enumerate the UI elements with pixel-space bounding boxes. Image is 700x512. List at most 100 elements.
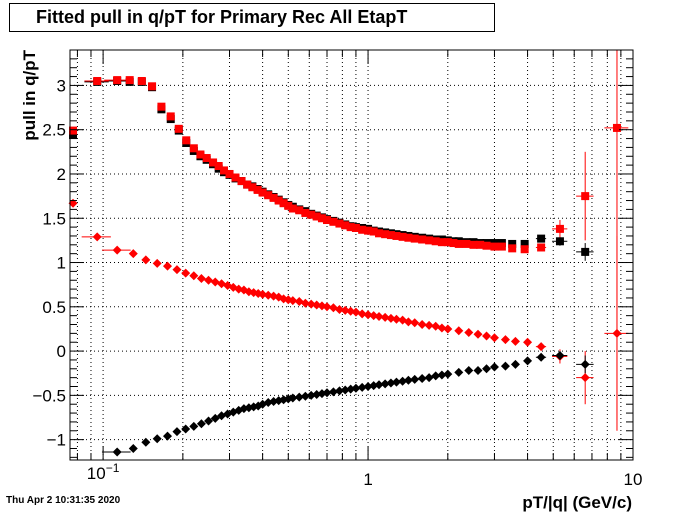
- data-point-square: [364, 226, 373, 235]
- data-point-square: [508, 244, 517, 253]
- y-tick-label: −0.5: [32, 386, 66, 405]
- data-point-square: [220, 166, 229, 175]
- data-point-diamond: [454, 367, 464, 377]
- data-point-square: [214, 162, 223, 171]
- data-point-diamond: [482, 331, 492, 341]
- data-point-square: [253, 185, 262, 194]
- data-point-square: [443, 238, 452, 247]
- data-point-square: [148, 82, 157, 91]
- data-point-diamond: [322, 388, 332, 398]
- data-point-diamond: [424, 373, 434, 383]
- data-point-square: [454, 239, 463, 248]
- data-point-square: [358, 225, 367, 234]
- data-point-square: [346, 223, 355, 232]
- data-point-diamond: [410, 374, 420, 384]
- data-point-square: [279, 199, 288, 208]
- plot-frame: [69, 49, 634, 461]
- data-point-square: [243, 180, 252, 189]
- data-point-square: [612, 123, 621, 132]
- data-point-diamond: [500, 361, 510, 371]
- data-point-square: [392, 231, 401, 240]
- data-point-diamond: [351, 383, 361, 393]
- data-point-square: [202, 154, 211, 163]
- data-point-square: [520, 245, 529, 254]
- y-axis-label: pull in q/pT: [20, 49, 39, 140]
- data-point-diamond: [357, 309, 367, 319]
- data-point-square: [431, 237, 440, 246]
- data-point-diamond: [363, 310, 373, 320]
- data-point-diamond: [443, 369, 453, 379]
- data-point-square: [69, 126, 78, 135]
- x-tick-label: 1: [363, 470, 372, 489]
- data-point-diamond: [204, 275, 214, 285]
- data-point-square: [520, 239, 529, 248]
- data-point-square: [295, 206, 304, 215]
- x-tick-label: 10: [624, 470, 643, 489]
- data-point-square: [264, 191, 273, 200]
- data-point-diamond: [322, 302, 332, 312]
- data-point-diamond: [403, 317, 413, 327]
- data-point-diamond: [464, 366, 474, 376]
- data-point-square: [555, 237, 564, 246]
- data-point-square: [317, 214, 326, 223]
- data-point-diamond: [189, 271, 199, 281]
- data-point-square: [231, 173, 240, 182]
- data-point-square: [404, 233, 413, 242]
- data-point-diamond: [306, 390, 316, 400]
- data-point-diamond: [536, 342, 546, 352]
- data-point-square: [174, 124, 183, 133]
- data-points: [68, 76, 622, 457]
- data-point-diamond: [181, 424, 191, 434]
- data-point-square: [508, 239, 517, 248]
- data-point-diamond: [464, 327, 474, 337]
- data-point-square: [258, 188, 267, 197]
- data-point-diamond: [523, 337, 533, 347]
- data-point-diamond: [152, 258, 162, 268]
- data-point-square: [137, 76, 146, 85]
- tick-labels: −1 −0.5 0 0.5 1 1.5 2 2.5 3 10−1 1 10: [32, 76, 642, 489]
- data-point-square: [555, 224, 564, 233]
- data-point-diamond: [328, 387, 338, 397]
- data-point-diamond: [357, 382, 367, 392]
- data-point-diamond: [196, 419, 206, 429]
- data-point-diamond: [210, 277, 220, 287]
- data-point-square: [288, 204, 297, 213]
- data-point-square: [248, 183, 257, 192]
- data-point-diamond: [386, 313, 396, 323]
- data-point-diamond: [443, 324, 453, 334]
- y-tick-label: 1: [57, 254, 66, 273]
- data-point-diamond: [162, 261, 172, 271]
- data-point-square: [329, 217, 338, 226]
- data-point-square: [490, 242, 499, 251]
- x-tick-label: 10−1: [87, 461, 120, 483]
- data-point-square: [189, 144, 198, 153]
- data-point-diamond: [417, 374, 427, 384]
- y-tick-label: −1: [47, 431, 66, 450]
- data-point-diamond: [410, 318, 420, 328]
- y-tick-label: 2.5: [42, 121, 66, 140]
- data-point-diamond: [189, 421, 199, 431]
- data-point-square: [497, 242, 506, 251]
- data-point-diamond: [473, 329, 483, 339]
- data-point-square: [93, 76, 102, 85]
- data-point-diamond: [431, 371, 441, 381]
- grid-lines: [70, 50, 634, 460]
- data-point-diamond: [424, 320, 434, 330]
- data-point-diamond: [374, 312, 384, 322]
- data-point-square: [157, 102, 166, 111]
- data-point-diamond: [454, 326, 464, 336]
- data-point-diamond: [340, 305, 350, 315]
- timestamp: Thu Apr 2 10:31:35 2020: [6, 495, 121, 506]
- data-point-diamond: [181, 268, 191, 278]
- data-point-diamond: [489, 362, 499, 372]
- data-point-diamond: [510, 359, 520, 369]
- data-point-diamond: [300, 391, 310, 401]
- y-tick-label: 0.5: [42, 298, 66, 317]
- data-point-diamond: [294, 392, 304, 402]
- data-point-diamond: [112, 245, 122, 255]
- data-point-diamond: [374, 380, 384, 390]
- data-point-square: [437, 238, 446, 247]
- data-point-square: [323, 216, 332, 225]
